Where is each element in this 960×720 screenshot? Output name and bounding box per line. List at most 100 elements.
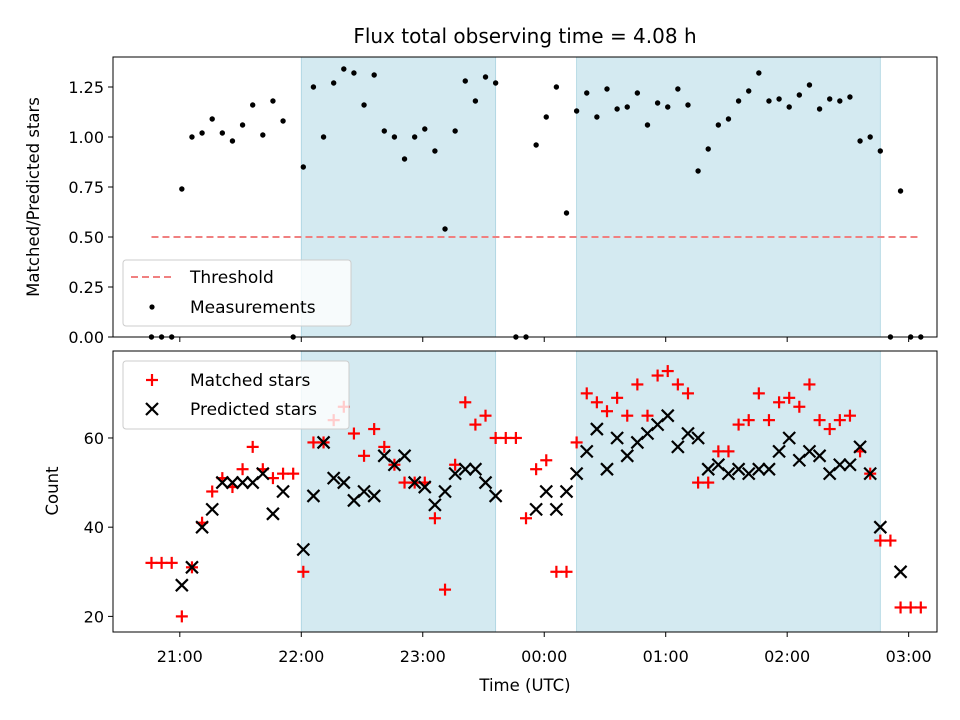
measurement-point [341,66,347,72]
predicted-point [853,440,867,454]
matched-point [600,405,613,418]
measurement-point [644,122,651,128]
measurement-point [482,74,489,80]
predicted-point [276,484,290,499]
measurement-point [573,108,580,114]
matched-point [266,472,279,485]
predicted-point [549,502,564,517]
measurement-point [705,146,711,152]
predicted-point [438,484,452,499]
measurement-point [452,128,458,134]
bottom-y-tick-label: 60 [84,429,104,448]
measurement-point [614,106,620,112]
measurement-point [796,92,803,98]
matched-point [752,387,765,400]
predicted-point [185,560,199,575]
predicted-point [418,480,432,494]
x-axis-label: Time (UTC) [478,676,570,695]
measurement-point [695,168,701,174]
top-x-ticks [179,337,910,342]
shaded-interval [576,350,881,633]
predicted-point [620,449,635,463]
matched-point [722,445,735,458]
matched-point [813,414,826,427]
matched-point [651,369,664,382]
predicted-point [812,449,827,463]
matched-point [489,431,502,444]
measurement-point [249,102,256,108]
measurement-point [189,134,195,140]
measurement-point [219,130,226,136]
predicted-legend-marker [145,402,159,416]
bottom-y-ticks: 20 40 60 [84,429,113,626]
matched-point [712,445,725,458]
measurement-point [877,148,884,154]
x-tick-label: 23:00 [400,647,446,666]
top-axes-frame [112,56,938,338]
predicted-point [215,475,230,490]
top-legend-box [122,259,352,327]
matched-point [175,610,188,623]
bottom-axes-frame [112,350,938,633]
measurement-point [563,210,570,216]
matched-point [843,409,856,422]
measurement-point [685,102,691,108]
predicted-point [802,444,817,459]
matched-point [479,409,492,422]
predicted-point [195,520,209,534]
matched-point [803,378,816,391]
bottom-y-tick-label: 20 [84,607,104,626]
predicted-point [478,475,493,490]
shaded-interval [576,56,881,338]
predicted-point [256,466,270,481]
matched-point [914,601,927,614]
matched-point [742,414,755,427]
predicted-point [671,440,685,454]
matched-point [287,467,300,480]
predicted-point [731,462,746,476]
predicted-point [833,457,847,472]
predicted-point [782,431,796,445]
matched-point [611,391,624,404]
matched-point [823,423,836,436]
measurement-point [361,102,367,108]
measurement-point [837,98,843,104]
predicted-point [296,542,311,557]
matched-point [793,400,806,413]
measurement-point [300,164,307,170]
measurement-point [442,226,448,232]
measurement-point [594,114,600,120]
measurement-point [553,84,560,90]
bottom-panel: 20 40 60 21:00 22:00 23:00 00:00 01:00 02:00 03:… [43,350,938,695]
predicted-point [681,426,695,441]
measurements-legend-label: Measurements [190,298,316,318]
bottom-y-tick-label: 40 [84,518,104,537]
bottom-shaded-intervals [300,350,881,633]
measurements-legend-marker [149,304,155,310]
predicted-point [590,422,604,436]
matched-point [459,396,472,409]
predicted-point [205,502,219,517]
measurement-point [816,106,823,112]
top-y-tick-label: 0.25 [68,278,104,297]
measurement-point [654,100,661,106]
measurement-point [199,130,205,136]
predicted-point [529,502,543,517]
predicted-point [367,489,381,503]
measurement-point [826,96,833,102]
matched-point [246,440,259,453]
top-y-tick-label: 1.25 [68,78,104,97]
measurement-point [533,142,539,148]
matched-point [702,476,715,489]
measurement-point [584,90,590,96]
matched-point [681,387,694,400]
matched-point [773,396,786,409]
predicted-point [488,489,503,503]
predicted-point [448,466,462,481]
matched-point [833,414,846,427]
measurement-point [270,98,276,104]
predicted-point [559,484,574,499]
measurement-point [776,96,782,102]
measurement-point [381,128,387,134]
measurement-point [411,134,418,140]
